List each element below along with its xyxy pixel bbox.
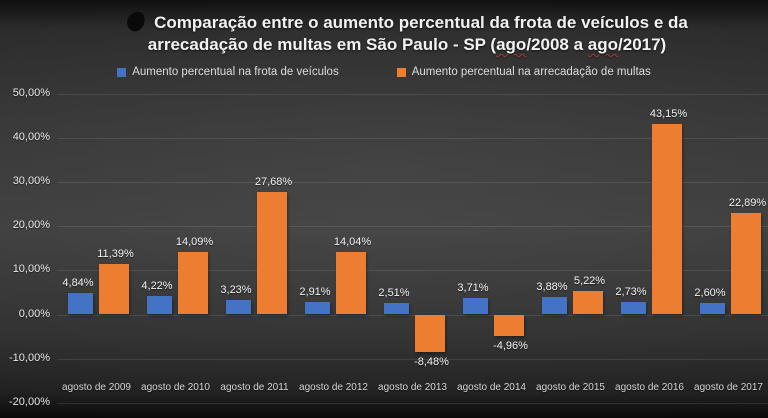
gridline-50	[57, 93, 768, 95]
title-text-line1: Comparação entre o aumento percentual da…	[154, 13, 688, 32]
chart-legend: Aumento percentual na frota de veículos …	[0, 66, 768, 78]
value-label-multas-6: 5,22%	[573, 275, 606, 288]
bar-frota-agosto-de-2015	[541, 297, 567, 315]
value-label-multas-8: 22,89%	[728, 197, 767, 210]
bar-frota-agosto-de-2016	[620, 302, 646, 315]
chart-title: Comparação entre o aumento percentual da…	[0, 11, 768, 55]
y-tick-label: 20,00%	[12, 219, 50, 232]
bar-multas-agosto-de-2010	[177, 252, 208, 315]
legend-item-frota: Aumento percentual na frota de veículos	[117, 66, 339, 78]
value-label-multas-0: 11,39%	[97, 248, 134, 261]
value-label-frota-5: 3,71%	[457, 282, 489, 295]
value-label-multas-1: 14,09%	[175, 236, 214, 249]
bar-frota-agosto-de-2010	[146, 295, 172, 315]
x-tick-label: agosto de 2010	[141, 382, 210, 393]
legend-label-multas: Aumento percentual na arrecadação de mul…	[411, 66, 651, 78]
title-line2-prefix: arrecadação de multas em São Paulo - SP …	[147, 35, 497, 54]
legend-label-frota: Aumento percentual na frota de veículos	[132, 66, 339, 78]
title-line2-ago2: ago	[587, 35, 619, 54]
value-label-multas-4: -8,48%	[414, 355, 449, 368]
gridline-40	[57, 137, 768, 139]
value-label-frota-8: 2,60%	[694, 287, 726, 299]
gridline--20	[57, 402, 768, 404]
value-label-frota-7: 2,73%	[615, 286, 647, 299]
value-label-frota-3: 2,91%	[299, 285, 331, 298]
gridline-30	[57, 181, 768, 183]
bar-multas-agosto-de-2011	[256, 192, 287, 315]
chart-title-line1: Comparação entre o aumento percentual da…	[46, 11, 768, 34]
bar-multas-agosto-de-2012	[335, 252, 366, 315]
value-label-multas-3: 14,04%	[333, 236, 372, 249]
bar-multas-agosto-de-2014	[493, 314, 524, 337]
x-tick-label: agosto de 2016	[615, 382, 684, 393]
x-tick-label: agosto de 2014	[457, 382, 526, 393]
value-label-frota-6: 3,88%	[536, 281, 568, 294]
x-tick-label: agosto de 2013	[378, 382, 447, 393]
bar-multas-agosto-de-2016	[651, 123, 682, 315]
gridline--10	[57, 358, 768, 360]
bar-frota-agosto-de-2009	[67, 293, 93, 315]
value-label-multas-5: -4,96%	[493, 340, 528, 353]
y-tick-label: 0,00%	[18, 307, 50, 320]
bar-frota-agosto-de-2013	[383, 303, 409, 315]
title-line2-ago1: ago	[496, 35, 527, 54]
bar-multas-agosto-de-2013	[414, 314, 445, 352]
y-tick-label: 40,00%	[12, 130, 50, 143]
y-tick-label: -20,00%	[9, 395, 50, 408]
x-tick-label: agosto de 2017	[694, 382, 763, 393]
chart-title-line2: arrecadação de multas em São Paulo - SP …	[46, 34, 768, 55]
bar-multas-agosto-de-2017	[730, 213, 761, 315]
value-label-frota-2: 3,23%	[220, 284, 252, 297]
value-label-frota-4: 2,51%	[378, 287, 410, 300]
x-tick-label: agosto de 2009	[62, 382, 131, 393]
value-label-multas-2: 27,68%	[254, 176, 293, 189]
gridline-0	[57, 314, 768, 316]
y-tick-label: -10,00%	[9, 351, 50, 364]
bar-multas-agosto-de-2009	[98, 264, 129, 315]
value-label-multas-7: 43,15%	[649, 107, 688, 120]
scribble-mark-icon	[127, 11, 145, 32]
x-tick-label: agosto de 2015	[536, 382, 605, 393]
bar-frota-agosto-de-2012	[304, 301, 330, 315]
legend-swatch-frota	[117, 67, 127, 77]
x-tick-label: agosto de 2011	[220, 382, 289, 393]
title-line2-suffix: /2017)	[618, 35, 667, 54]
bar-multas-agosto-de-2015	[572, 291, 603, 315]
y-tick-label: 10,00%	[12, 263, 50, 276]
legend-swatch-multas	[396, 67, 406, 77]
value-label-frota-1: 4,22%	[141, 279, 173, 292]
bar-frota-agosto-de-2011	[225, 300, 251, 315]
y-tick-label: 30,00%	[12, 174, 50, 187]
title-text-line2: arrecadação de multas em São Paulo - SP …	[148, 34, 666, 55]
bar-frota-agosto-de-2014	[462, 298, 488, 315]
title-line2-mid: /2008 a	[526, 35, 588, 54]
x-tick-label: agosto de 2012	[299, 382, 368, 393]
legend-item-multas: Aumento percentual na arrecadação de mul…	[396, 66, 651, 78]
gridline-20	[57, 226, 768, 228]
value-label-frota-0: 4,84%	[62, 277, 94, 290]
y-tick-label: 50,00%	[12, 86, 50, 99]
gridline-10	[57, 270, 768, 272]
bar-frota-agosto-de-2017	[699, 303, 725, 315]
